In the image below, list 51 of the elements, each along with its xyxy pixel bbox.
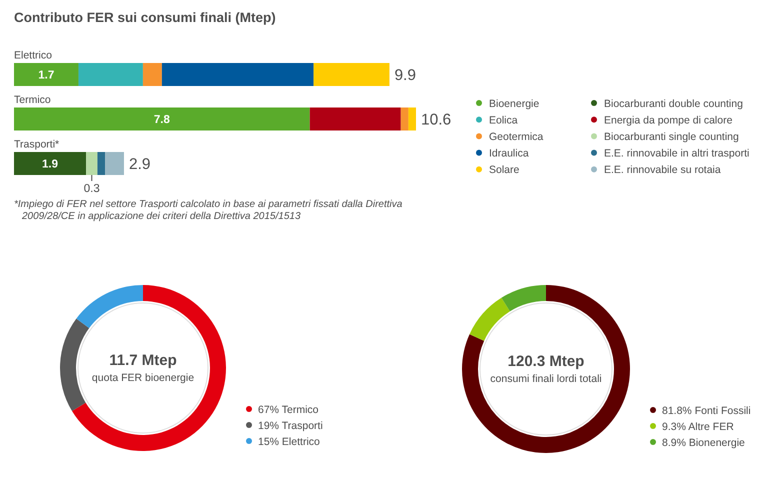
bar xyxy=(142,63,162,86)
bar xyxy=(400,108,408,130)
text: consumi finali lordi totali xyxy=(490,373,602,385)
bar xyxy=(97,152,106,175)
bar xyxy=(78,63,143,86)
bar xyxy=(314,63,390,86)
text: *Impiego di FER nel settore Trasporti calcolato in base ai parametri fissati dalla Direttiva 2009/28/CE in applicazione dei criteri della Direttiva 2015/1513 xyxy=(14,199,403,222)
total-label: 2.9 xyxy=(128,156,151,173)
legend-label: E.E. rinnovabile su rotaia xyxy=(604,164,721,176)
legend-label: Biocarburanti single counting xyxy=(604,131,739,143)
donut-slice xyxy=(76,285,143,328)
bar xyxy=(14,63,78,86)
legend-label: E.E. rinnovabile in altri trasporti xyxy=(604,148,750,160)
donut-slice xyxy=(72,285,226,451)
bar xyxy=(14,152,86,175)
bar xyxy=(162,63,314,86)
donut-slice xyxy=(501,285,546,312)
y-tick-label: Termico xyxy=(14,94,51,106)
donut-slice xyxy=(462,285,630,453)
total-label: 10.6 xyxy=(421,112,452,128)
legend-label: 9.3% Altre FER xyxy=(662,420,734,433)
data-label: 1.9 xyxy=(42,158,58,170)
data-label: 7.8 xyxy=(154,114,170,126)
total-label: 9.9 xyxy=(394,67,416,84)
legend-label: Eolica xyxy=(489,114,518,126)
data-label: 1.7 xyxy=(38,70,54,82)
legend-label: 15% Elettrico xyxy=(258,436,320,448)
bar xyxy=(14,108,310,130)
legend-label: 19% Trasporti xyxy=(258,420,323,432)
text: quota FER bioenergie xyxy=(92,372,194,384)
bar xyxy=(86,152,98,175)
y-tick-label: Elettrico xyxy=(14,50,52,62)
text: 120.3 Mtep xyxy=(508,353,584,370)
legend-label: Geotermica xyxy=(489,131,544,143)
bar xyxy=(105,152,124,175)
legend-label: Bioenergie xyxy=(489,98,540,110)
y-tick-label: Trasporti* xyxy=(14,138,60,150)
legend-label: Biocarburanti double counting xyxy=(604,98,744,110)
legend-label: Idraulica xyxy=(489,148,529,160)
legend-label: 81.8% Fonti Fossili xyxy=(662,404,751,417)
legend-label: Energia da pompe di calore xyxy=(604,114,733,126)
chart-title: Contributo FER sui consumi finali (Mtep) xyxy=(14,10,276,25)
legend-label: 67% Termico xyxy=(258,404,319,416)
donut-slice xyxy=(470,298,510,341)
bar xyxy=(310,108,401,130)
legend-label: Solare xyxy=(489,164,520,176)
data-label: 0.3 xyxy=(84,183,100,195)
bar xyxy=(408,108,416,130)
legend-label: 8.9% Bionenergie xyxy=(662,436,746,449)
donut-slice xyxy=(60,318,90,411)
text: 11.7 Mtep xyxy=(109,352,177,369)
